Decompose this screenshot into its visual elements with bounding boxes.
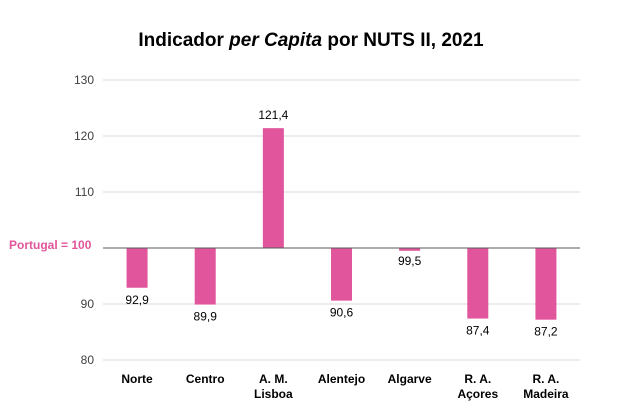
reference-line-label: Portugal = 100 [9, 238, 92, 252]
data-label: 89,9 [194, 310, 218, 324]
x-tick-label: Madeira [523, 387, 569, 401]
chart-title-part-1: Indicador [138, 30, 230, 51]
data-label: 87,4 [466, 324, 490, 338]
y-tick-label: 130 [74, 73, 94, 87]
chart-title-part-2: per Capita [229, 30, 323, 51]
y-tick-label: 90 [81, 297, 95, 311]
x-tick-label: Açores [457, 387, 498, 401]
bar [194, 248, 216, 305]
x-tick-label: R. A. [532, 372, 559, 386]
data-label: 92,9 [125, 293, 149, 307]
x-tick-label: Centro [186, 372, 225, 386]
y-tick-label: 120 [74, 129, 94, 143]
x-tick-label: Algarve [388, 372, 432, 386]
bar [399, 248, 421, 251]
x-tick-label: R. A. [464, 372, 491, 386]
bar [535, 248, 557, 320]
bar [331, 248, 352, 301]
bar [262, 128, 284, 248]
data-label: 87,2 [534, 325, 558, 339]
x-tick-label: Norte [121, 372, 153, 386]
bar [126, 248, 148, 288]
x-tick-label: Alentejo [318, 372, 365, 386]
data-label: 121,4 [258, 108, 288, 122]
x-tick-label: Lisboa [254, 387, 293, 401]
data-label: 99,5 [398, 254, 422, 268]
y-tick-label: 80 [81, 353, 95, 367]
chart-title: Indicador per Capita por NUTS II, 2021 [0, 30, 622, 52]
y-tick-label: 110 [75, 185, 94, 199]
x-tick-label: A. M. [259, 372, 288, 386]
bar [467, 248, 489, 319]
chart-title-part-3: por NUTS II, 2021 [322, 30, 484, 51]
data-label: 90,6 [330, 306, 354, 320]
